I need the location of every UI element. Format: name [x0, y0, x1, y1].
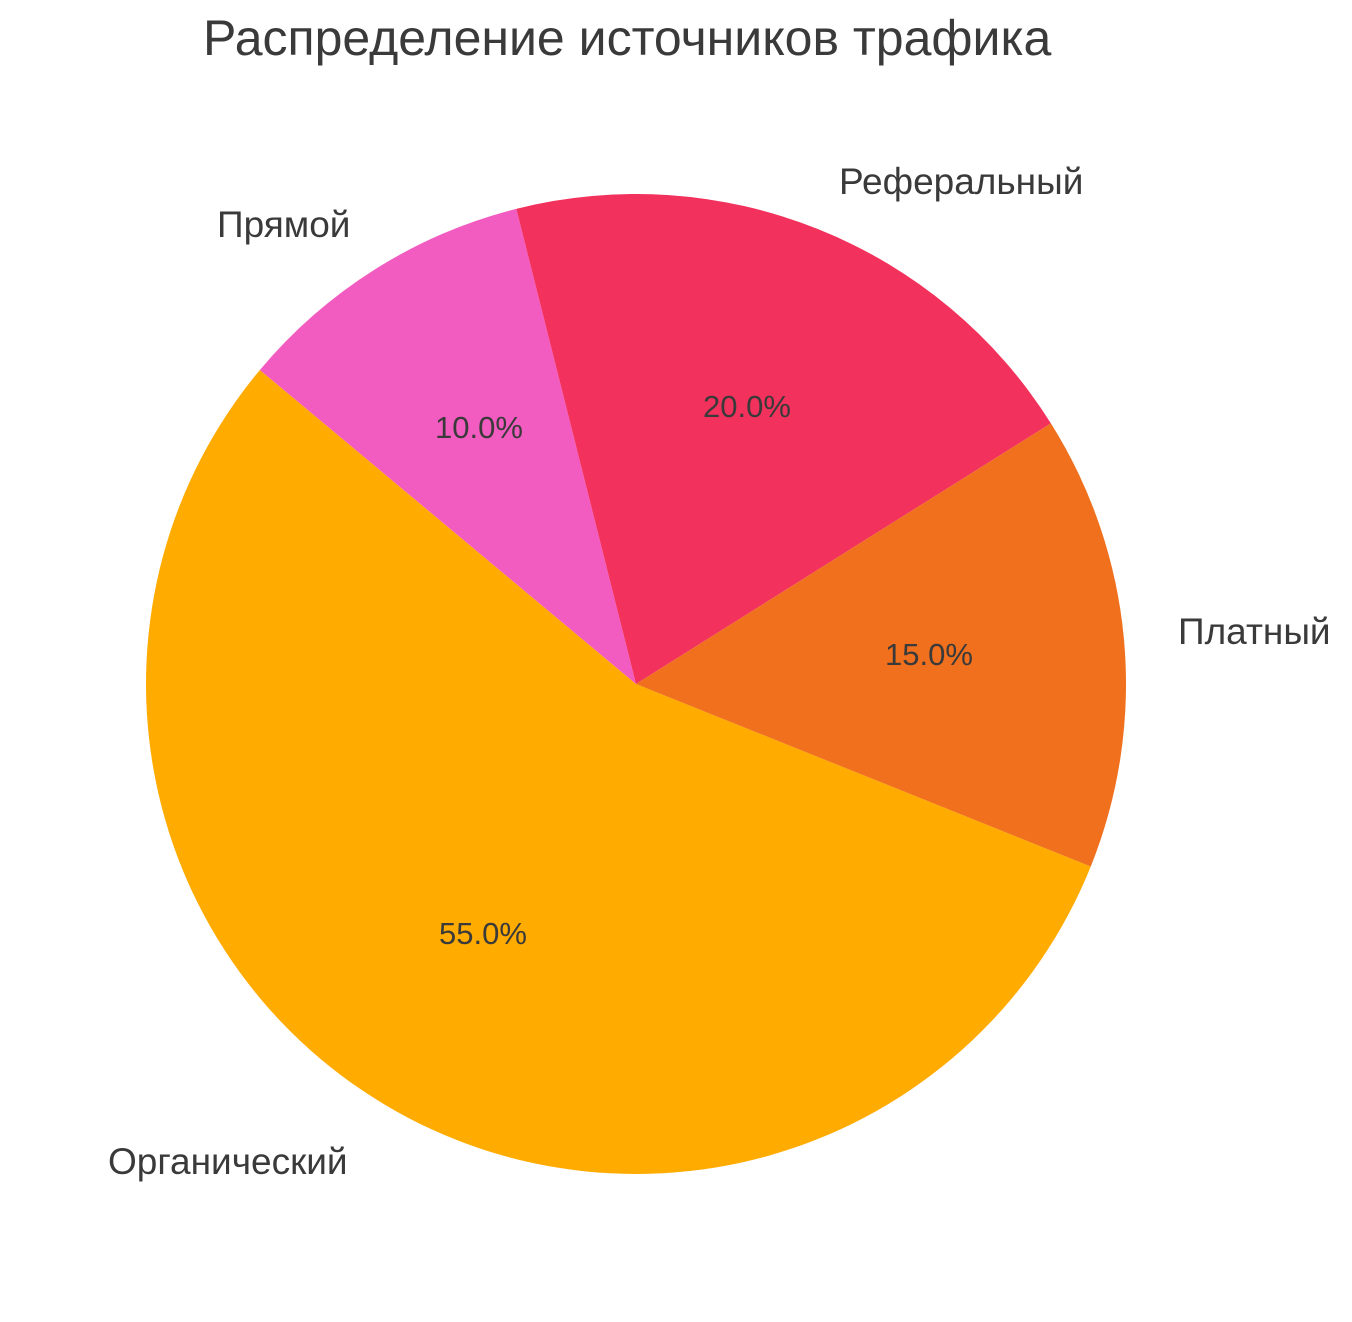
- svg-text:Прямой: Прямой: [217, 204, 350, 245]
- svg-text:55.0%: 55.0%: [439, 916, 527, 951]
- svg-text:15.0%: 15.0%: [885, 637, 973, 672]
- svg-text:Платный: Платный: [1178, 611, 1331, 652]
- svg-text:10.0%: 10.0%: [435, 410, 523, 445]
- svg-text:20.0%: 20.0%: [703, 389, 791, 424]
- svg-text:Реферальный: Реферальный: [839, 161, 1083, 202]
- svg-text:Органический: Органический: [108, 1141, 348, 1182]
